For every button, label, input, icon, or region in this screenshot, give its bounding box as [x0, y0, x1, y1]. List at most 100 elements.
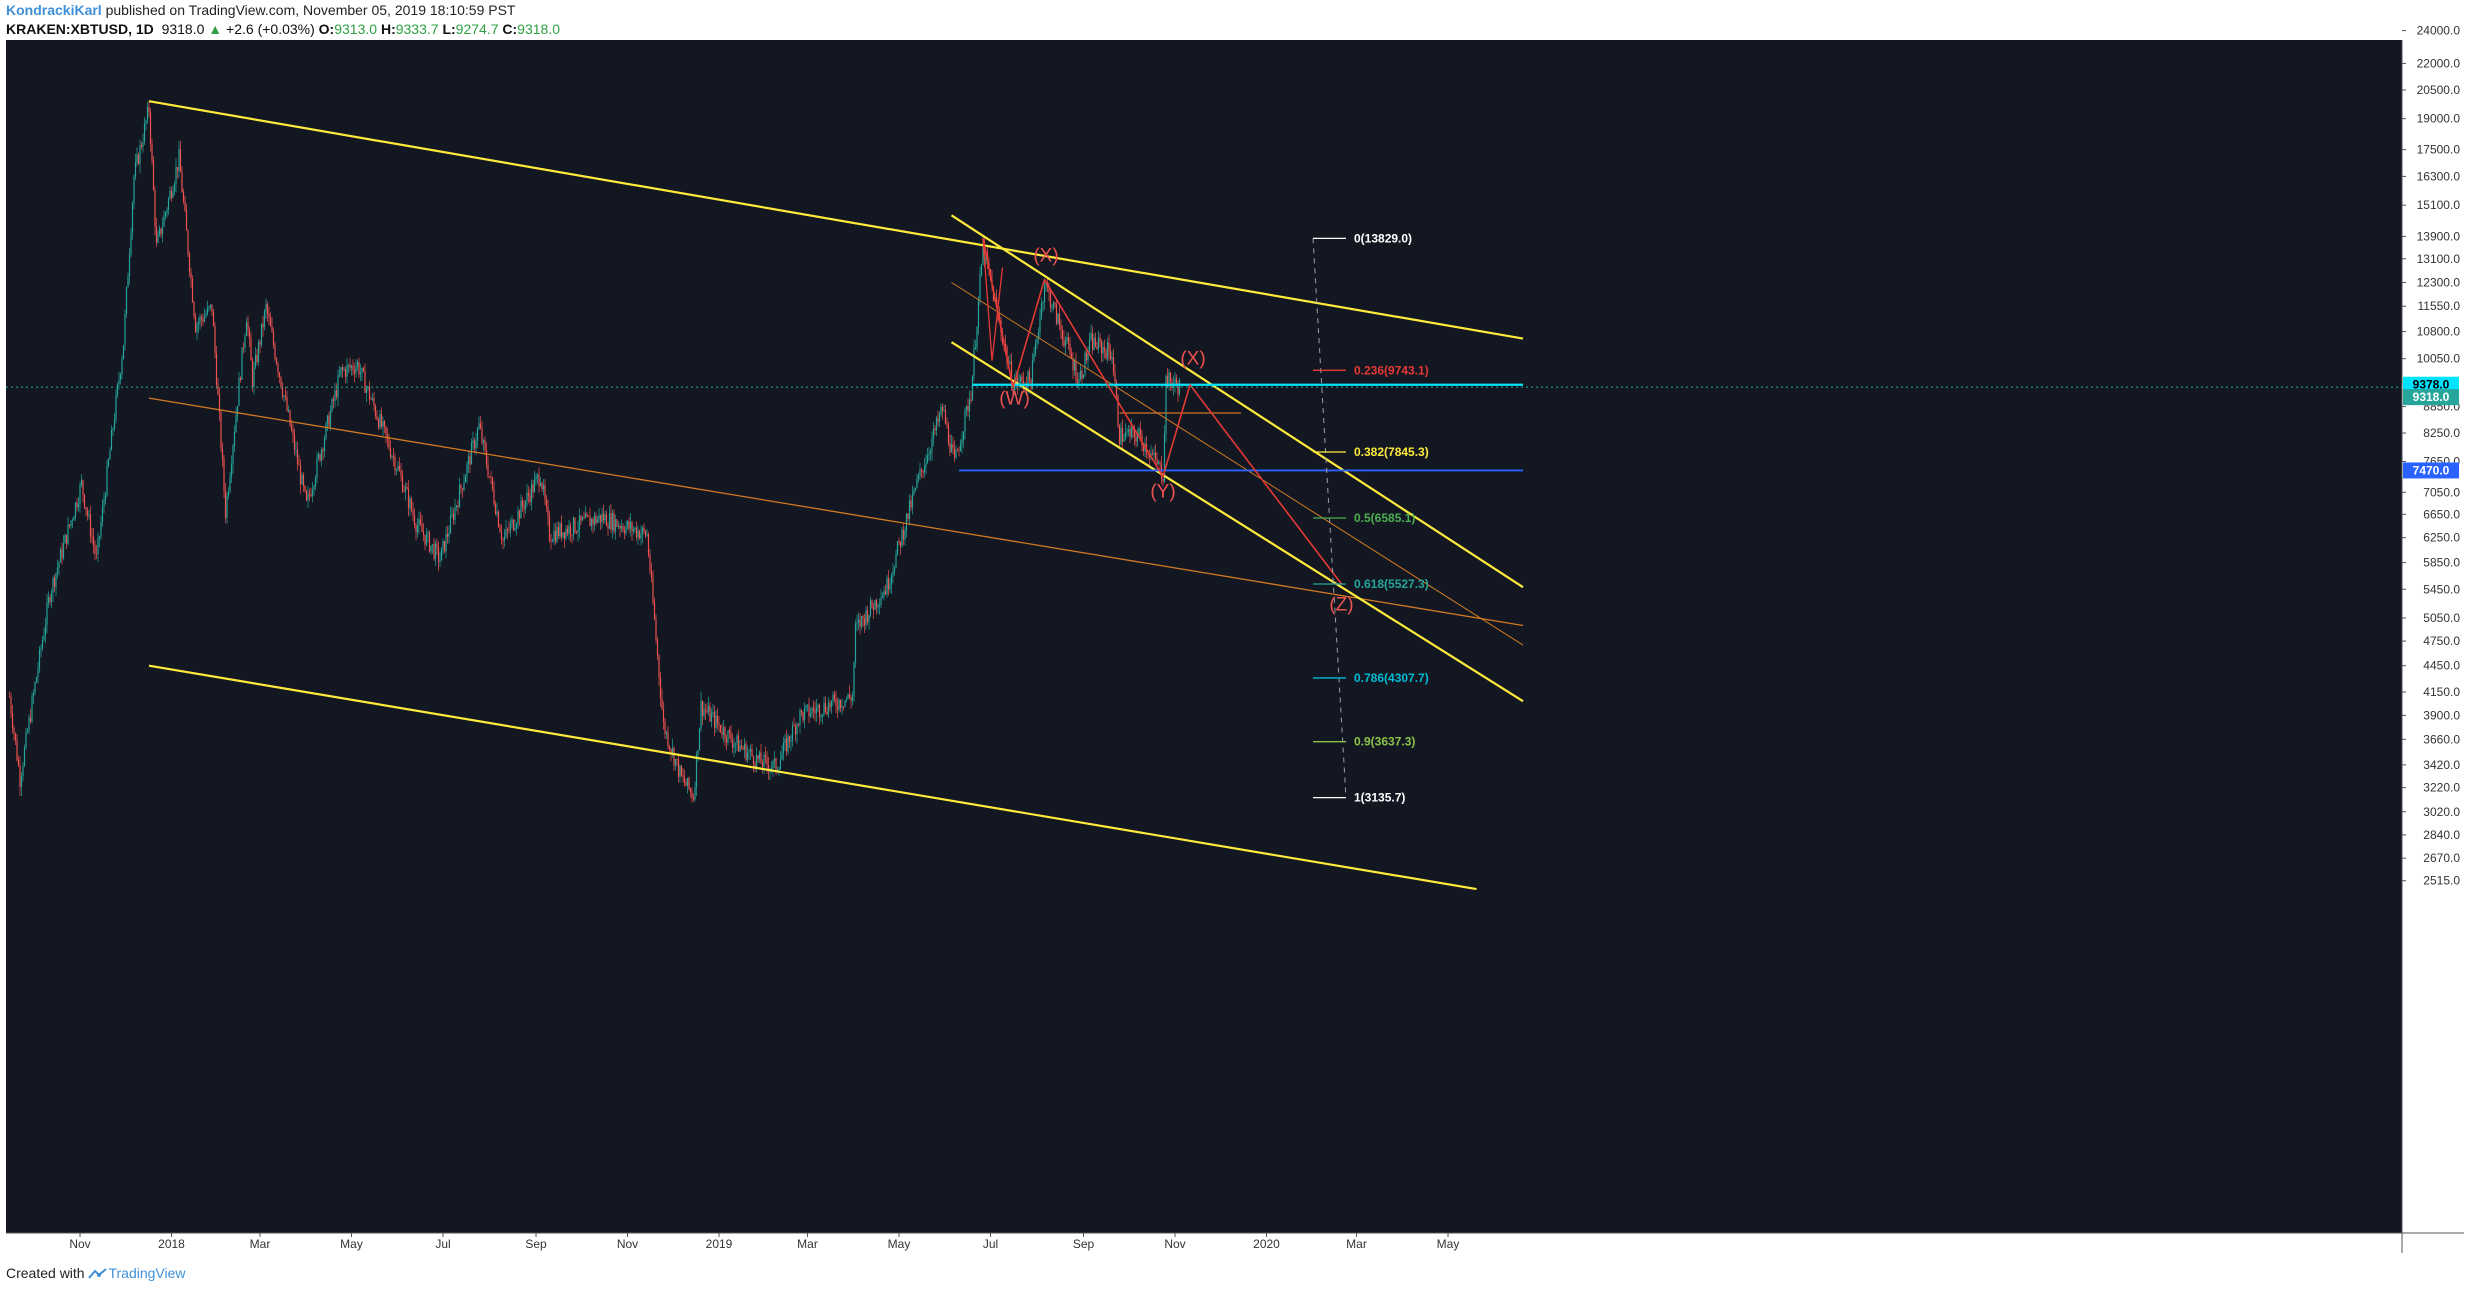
candle-body: [698, 728, 701, 751]
candle-body: [64, 534, 66, 544]
candle-body: [739, 745, 741, 752]
candle-body: [793, 725, 795, 727]
candle-body: [418, 519, 420, 526]
candle-body: [958, 450, 960, 452]
wave-line[interactable]: [1189, 384, 1343, 585]
candle-body: [1090, 333, 1092, 340]
candle-body: [1118, 425, 1121, 445]
wave-subline[interactable]: [982, 238, 993, 361]
candle-body: [800, 710, 803, 713]
candle-body: [41, 640, 44, 649]
candle-body: [673, 747, 675, 766]
candle-body: [572, 517, 575, 536]
candle-body: [203, 316, 206, 322]
wedge-upper-line[interactable]: [950, 214, 1524, 589]
y-axis-tick-label: 10800.0: [2417, 325, 2461, 339]
candle-body: [227, 491, 230, 496]
candle-body: [815, 707, 818, 713]
candle-body: [853, 662, 855, 697]
candle-body: [512, 519, 515, 531]
candle-body: [910, 500, 912, 508]
time-axis[interactable]: [6, 1233, 2464, 1253]
candle-body: [670, 749, 672, 753]
candle-body: [167, 198, 170, 210]
candle-body: [170, 190, 173, 198]
candle-body: [922, 470, 924, 473]
candle-body: [275, 358, 278, 365]
candle-body: [541, 482, 543, 490]
candle-body: [548, 516, 551, 541]
author-link[interactable]: KondrackiKarl: [6, 2, 102, 18]
candle-body: [1114, 372, 1116, 382]
candle-body: [865, 610, 867, 626]
candle-body: [320, 449, 323, 461]
candle-body: [358, 362, 360, 375]
candle-body: [751, 749, 753, 757]
candle-body: [641, 527, 644, 534]
candle-body: [1093, 337, 1095, 350]
candle-body: [1159, 462, 1161, 464]
candle-body: [880, 598, 882, 605]
price-axis[interactable]: [2402, 40, 2464, 1233]
y-axis-tick-label: 8250.0: [2423, 426, 2460, 440]
candle-body: [1085, 352, 1088, 361]
candle-body: [805, 705, 807, 709]
candle-body: [349, 364, 351, 368]
fib-level-label: 0(13829.0): [1354, 231, 1412, 245]
candle-body: [1130, 426, 1133, 437]
candle-body: [1103, 346, 1106, 351]
candle-body: [295, 449, 297, 451]
candle-body: [110, 430, 113, 451]
candle-body: [1079, 370, 1082, 379]
candle-body: [791, 725, 794, 741]
candle-body: [1061, 329, 1064, 340]
candle-body: [599, 514, 602, 523]
candle-body: [683, 776, 686, 783]
upper-channel-line[interactable]: [148, 100, 1524, 340]
candle-body: [196, 324, 198, 332]
candle-body: [1099, 337, 1101, 342]
y-axis-tick-label: 13100.0: [2417, 252, 2461, 266]
candle-body: [13, 727, 15, 734]
candle-body: [907, 513, 909, 519]
candle-body: [632, 529, 635, 532]
plot-area[interactable]: [6, 40, 2402, 1233]
y-axis-tick-label: 12300.0: [2417, 276, 2461, 290]
wedge-mid-line[interactable]: [951, 282, 1524, 646]
wave-subline[interactable]: [991, 267, 1004, 361]
candle-body: [1013, 383, 1016, 393]
candle-body: [1162, 478, 1164, 482]
candle-body: [1054, 302, 1056, 305]
lower-channel-line[interactable]: [148, 664, 1477, 891]
candle-body: [703, 709, 705, 717]
tradingview-brand-link[interactable]: TradingView: [108, 1265, 186, 1281]
candle-body: [694, 787, 696, 800]
candle-body: [263, 310, 266, 328]
candle-body: [593, 515, 596, 525]
candle-body: [955, 450, 957, 458]
candle-body: [761, 763, 764, 767]
wave-line[interactable]: [1012, 279, 1046, 389]
candle-body: [506, 529, 509, 530]
candle-body: [979, 274, 981, 300]
wave-line[interactable]: [1162, 384, 1191, 477]
mid-channel-line[interactable]: [148, 397, 1524, 627]
candle-body: [389, 448, 392, 458]
candle-body: [839, 700, 842, 708]
candle-body: [119, 374, 122, 380]
x-axis-tick-label: 2020: [1253, 1237, 1280, 1251]
wave-line[interactable]: [1043, 279, 1164, 477]
candle-body: [538, 474, 540, 486]
candle-body: [1153, 452, 1155, 455]
candle-body: [307, 493, 309, 501]
candle-body: [118, 379, 120, 385]
wedge-lower-line[interactable]: [950, 341, 1524, 703]
candle-body: [179, 149, 182, 173]
candle-body: [422, 531, 425, 536]
candle-body: [217, 384, 219, 395]
candle-body: [428, 532, 431, 552]
candle-body: [658, 655, 660, 678]
fib-level-label: 0.9(3637.3): [1354, 735, 1415, 749]
candle-body: [866, 610, 869, 623]
